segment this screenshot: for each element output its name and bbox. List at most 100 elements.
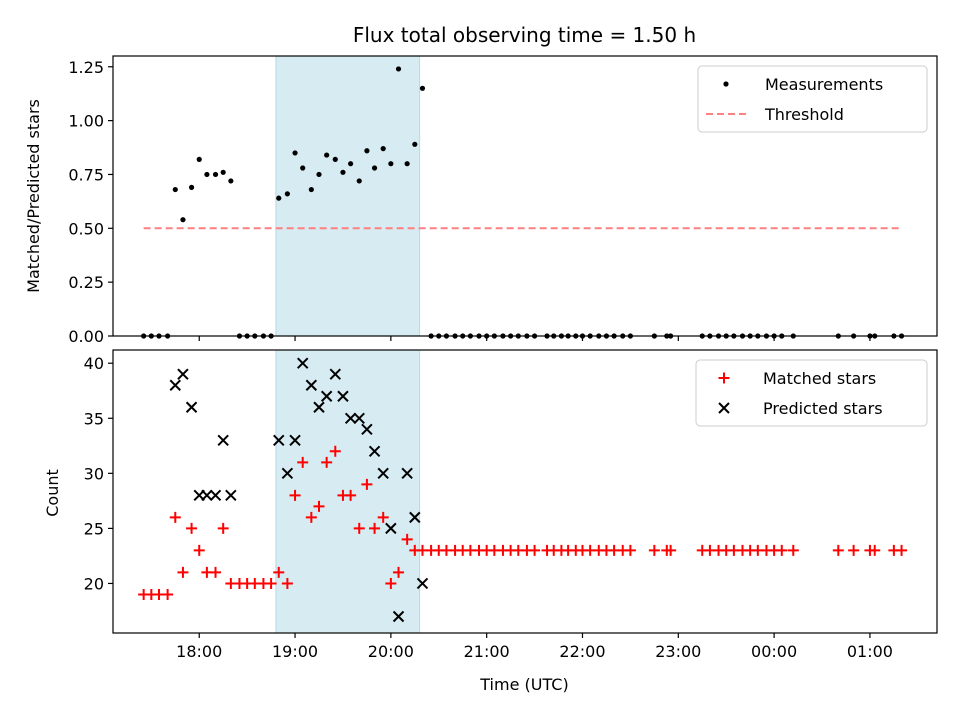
bottom-series-predicted-stars-point [368,445,381,458]
bottom-panel: 20 25 30 35 40 18:00 19:00 20:00 21:00 22:00 23:00… [84,349,938,661]
top-series-measurements-point [180,217,186,223]
top-ytick-label: 0.00 [68,327,104,346]
bottom-series-matched-stars-point [186,522,198,534]
bottom-series-matched-stars-point [305,511,317,523]
bottom-axes-frame [112,349,938,634]
bottom-xtick-label: 22:00 [559,642,605,661]
bottom-series-matched-stars-point [369,522,381,534]
top-series-measurements-point [404,161,410,167]
bottom-series-predicted-stars-point [409,511,421,524]
top-series-measurements-point [412,141,418,147]
bottom-series-predicted-stars-point [185,401,198,413]
bottom-series-predicted-stars-point [401,467,413,480]
top-series-measurements-point [371,165,378,171]
bottom-series-matched-stars-point [265,577,277,589]
top-series-measurements-point [300,165,306,171]
top-series-measurements-point [292,150,298,156]
bottom-series-matched-stars-point [787,544,799,556]
bottom-series-matched-stars-point [193,544,205,556]
bottom-xtick-label: 21:00 [464,642,510,661]
bottom-series-matched-stars-point [648,544,660,556]
bottom-series-matched-stars-point [289,489,301,501]
top-series-measurements-point [364,148,370,154]
bottom-series-matched-stars-point [321,456,333,468]
bottom-series-predicted-stars-point [313,401,325,413]
bottom-xtick-label: 00:00 [751,642,797,661]
top-series-measurements-point [188,184,195,190]
top-ytick-label: 1.00 [68,112,104,131]
top-marks [141,66,905,339]
bottom-xtick-label: 01:00 [847,642,893,661]
bottom-series-matched-stars-point [273,566,285,578]
bottom-marks [138,357,908,623]
top-series-measurements-point [212,171,219,178]
bottom-series-matched-stars-point [665,544,677,556]
bottom-series-predicted-stars-point [201,489,213,502]
bottom-series-matched-stars-point [169,511,181,523]
top-panel: 0.00 0.25 0.50 0.75 1.00 1.25 Measurements Thre… [68,55,938,346]
bottom-ytick-label: 30 [84,464,104,483]
top-series-measurements-point [204,171,210,178]
top-series-measurements-point [324,152,330,158]
top-series-measurements-point [308,186,314,193]
bottom-series-predicted-stars-point [392,610,405,623]
bottom-series-predicted-stars-point [385,522,397,535]
top-series-measurements-point [276,195,282,201]
bottom-series-matched-stars-point [361,478,373,490]
top-series-measurements-point [220,169,226,175]
bottom-series-matched-stars-point [385,577,397,589]
bottom-ytick-label: 20 [84,574,104,593]
bottom-ytick-label: 35 [84,409,104,428]
bottom-series-predicted-stars-point [225,489,237,502]
top-series-measurements-point [395,66,402,72]
bottom-legend-label: Predicted stars [763,399,883,418]
chart-title: Flux total observing time = 1.50 h [353,23,696,47]
bottom-series-predicted-stars-point [361,423,373,435]
bottom-legend-box [695,359,928,427]
top-series-measurements-point [284,191,290,197]
bottom-series-predicted-stars-point [217,434,229,447]
top-ytick-label: 0.25 [68,273,104,292]
bottom-series-matched-stars-point [776,544,788,556]
bottom-xtick-label: 23:00 [655,642,701,661]
bottom-series-matched-stars-point [896,544,908,556]
top-legend-label: Threshold [764,105,844,124]
bottom-xtick-label: 18:00 [176,642,222,661]
top-ytick-label: 0.75 [68,165,104,184]
bottom-series-matched-stars-point [217,522,229,534]
bottom-legend-marker [718,372,730,384]
bottom-series-predicted-stars-point [305,379,318,391]
bottom-legend-marker [718,402,730,414]
bottom-ytick-label: 40 [84,354,104,373]
top-series-measurements-point [172,186,178,193]
bottom-xtick-label: 19:00 [272,642,318,661]
top-ytick-label: 1.25 [68,58,104,77]
bottom-series-matched-stars-point [281,577,293,589]
bottom-series-predicted-stars-point [329,368,341,380]
top-legend-marker [723,81,729,87]
bottom-series-matched-stars-point [297,456,309,468]
top-series-measurements-point [388,161,394,167]
bottom-series-predicted-stars-point [344,412,357,424]
bottom-series-predicted-stars-point [416,577,429,590]
bottom-series-predicted-stars-point [177,368,189,380]
bottom-series-predicted-stars-point [273,434,285,447]
top-series-measurements-point [356,178,362,184]
bottom-ytick-label: 25 [84,519,104,538]
bottom-series-matched-stars-point [162,588,174,600]
bottom-series-matched-stars-point [329,445,341,457]
bottom-series-matched-stars-point [377,511,389,523]
top-legend-label: Measurements [765,75,883,94]
bottom-series-matched-stars-point [353,522,365,534]
top-series-measurements-point [380,146,386,152]
bottom-series-matched-stars-point [177,566,189,578]
bottom-series-predicted-stars-point [209,489,222,502]
bottom-legend: Matched stars Predicted stars [695,359,928,427]
bottom-series-matched-stars-point [848,544,860,556]
bottom-legend-label: Matched stars [763,369,876,388]
top-series-measurements-point [419,85,426,91]
bottom-series-predicted-stars-point [337,390,349,402]
top-series-measurements-point [348,161,354,167]
bottom-series-matched-stars-point [393,566,405,578]
